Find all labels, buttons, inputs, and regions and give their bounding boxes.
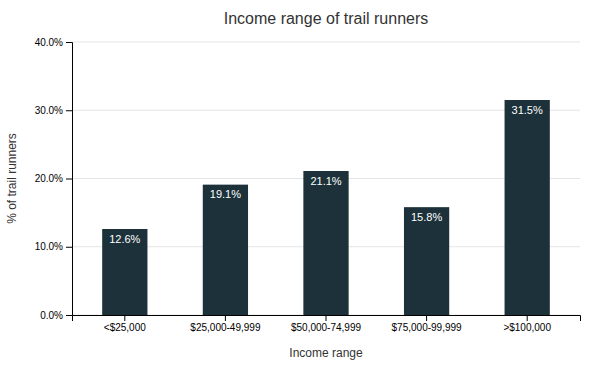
grid (72, 42, 580, 315)
data-label: 12.6% (109, 233, 140, 245)
x-tick: $50,000-74,999 (291, 315, 362, 333)
y-tick-mark (66, 247, 72, 248)
y-tick-label: 40.0% (35, 37, 63, 48)
x-tick-label: $50,000-74,999 (291, 322, 362, 333)
data-label: 31.5% (512, 104, 543, 116)
x-tick-mark (527, 315, 528, 321)
y-tick-mark (66, 42, 72, 43)
bar (404, 207, 449, 315)
y-tick: 30.0% (35, 105, 72, 116)
data-label: 21.1% (310, 175, 341, 187)
bar (203, 185, 248, 315)
x-tick-label: >$100,000 (503, 322, 551, 333)
x-tick-label: $25,000-49,999 (190, 322, 261, 333)
title: Income range of trail runners (224, 10, 429, 27)
y-tick: 10.0% (35, 241, 72, 252)
bar (303, 171, 348, 315)
data-labels: 12.6% 19.1% 21.1% 15.8% 31.5% (109, 104, 543, 245)
y-tick-label: 20.0% (35, 173, 63, 184)
y-tick: 0.0% (40, 310, 72, 321)
x-axis-title: Income range (289, 346, 363, 360)
y-axis-title: % of trail runners (5, 133, 19, 224)
y-tick: 40.0% (35, 37, 72, 48)
x-tick-mark (326, 315, 327, 321)
x-tick: >$100,000 (503, 315, 551, 333)
data-label: 15.8% (411, 211, 442, 223)
x-tick-mark (426, 315, 427, 321)
y-tick-label: 0.0% (40, 310, 63, 321)
y-axis: 0.0% 10.0% 20.0% 30.0% 40.0% (35, 37, 73, 321)
x-tick-label: $75,000-99,999 (392, 322, 463, 333)
grid-line (72, 42, 580, 43)
y-tick-mark (66, 179, 72, 180)
bar (102, 229, 147, 315)
y-tick-mark (66, 315, 72, 316)
y-tick-label: 30.0% (35, 105, 63, 116)
y-tick-label: 10.0% (35, 241, 63, 252)
chart: 0.0% 10.0% 20.0% 30.0% 40.0% <$25,000 $25,000-… (0, 0, 600, 371)
y-tick-mark (66, 110, 72, 111)
x-tick-label: <$25,000 (104, 322, 146, 333)
data-label: 19.1% (210, 188, 241, 200)
x-axis-line (73, 316, 581, 322)
x-tick-mark (225, 315, 226, 321)
y-tick: 20.0% (35, 173, 72, 184)
plot-area: 0.0% 10.0% 20.0% 30.0% 40.0% <$25,000 $25,000-… (35, 37, 581, 333)
bars (102, 100, 550, 315)
x-tick: <$25,000 (104, 315, 146, 333)
x-axis: <$25,000 $25,000-49,999 $50,000-74,999 $75,… (73, 315, 581, 333)
x-tick-mark (124, 315, 125, 321)
y-axis-line (66, 43, 73, 316)
bar (505, 100, 550, 315)
x-tick: $25,000-49,999 (190, 315, 261, 333)
x-tick: $75,000-99,999 (392, 315, 463, 333)
grid-line (72, 110, 580, 111)
